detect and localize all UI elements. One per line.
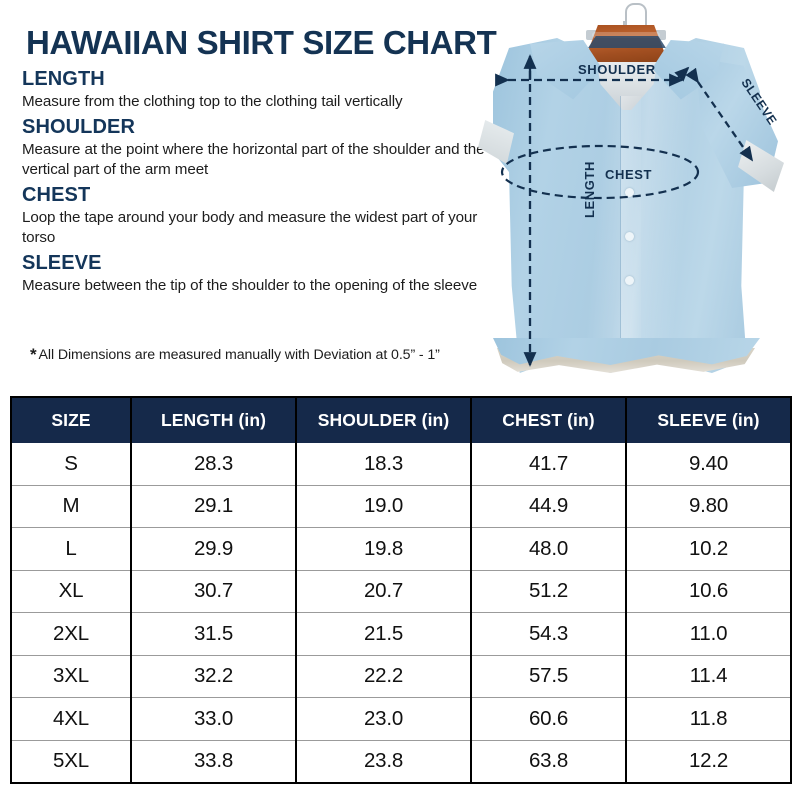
measurement-definitions-list: LENGTH Measure from the clothing top to … <box>22 66 502 297</box>
cell-sleeve: 11.4 <box>626 654 791 698</box>
column-header-chest: CHEST (in) <box>471 397 627 443</box>
cell-length: 33.8 <box>131 739 297 783</box>
table-row: S 28.3 18.3 41.7 9.40 <box>11 443 791 485</box>
table-row: 5XL 33.8 23.8 63.8 12.2 <box>11 739 791 783</box>
chest-measure-ellipse <box>500 144 700 200</box>
deviation-note-text: All Dimensions are measured manually wit… <box>38 347 440 363</box>
cell-sleeve: 11.8 <box>626 697 791 740</box>
table-row: M 29.1 19.0 44.9 9.80 <box>11 484 791 528</box>
cell-shoulder: 21.5 <box>296 612 472 655</box>
hanger-wood-highlight <box>592 32 660 38</box>
cell-chest: 63.8 <box>471 739 627 783</box>
table-row: 2XL 31.5 21.5 54.3 11.0 <box>11 612 791 655</box>
cell-size: 3XL <box>11 654 132 698</box>
cell-chest: 54.3 <box>471 612 627 655</box>
cell-chest: 60.6 <box>471 697 627 740</box>
cell-length: 29.9 <box>131 527 297 570</box>
sleeve-measure-line <box>685 67 754 162</box>
cell-chest: 51.2 <box>471 569 627 613</box>
measurement-description-shoulder: Measure at the point where the horizonta… <box>22 140 485 179</box>
cell-length: 29.1 <box>131 484 297 528</box>
shirt-button <box>625 276 634 285</box>
cell-size: 5XL <box>11 739 132 783</box>
cell-size: S <box>11 443 132 485</box>
cell-sleeve: 10.2 <box>626 527 791 570</box>
measurement-description-length: Measure from the clothing top to the clo… <box>22 93 403 110</box>
column-header-sleeve: SLEEVE (in) <box>626 397 791 443</box>
cell-shoulder: 22.2 <box>296 654 472 698</box>
measurement-term-sleeve: SLEEVE <box>22 251 102 274</box>
table-row: 4XL 33.0 23.0 60.6 11.8 <box>11 697 791 740</box>
hanger-hook-icon <box>625 3 647 25</box>
cell-shoulder: 19.0 <box>296 484 472 528</box>
measurement-item-length: LENGTH Measure from the clothing top to … <box>22 66 502 113</box>
cell-sleeve: 12.2 <box>626 739 791 783</box>
cell-chest: 48.0 <box>471 527 627 570</box>
cell-size: XL <box>11 569 132 613</box>
page-title: HAWAIIAN SHIRT SIZE CHART <box>26 24 497 61</box>
cell-sleeve: 9.40 <box>626 443 791 485</box>
asterisk-icon: * <box>30 345 37 364</box>
column-header-length: LENGTH (in) <box>131 397 297 443</box>
size-table-container: SIZE LENGTH (in) SHOULDER (in) CHEST (in… <box>10 396 792 784</box>
shirt-button <box>625 232 634 241</box>
shirt-button-placket <box>620 96 641 354</box>
measurement-description-sleeve: Measure between the tip of the shoulder … <box>22 276 478 294</box>
cell-size: M <box>11 484 132 528</box>
annotation-label-shoulder: SHOULDER <box>578 62 656 77</box>
measurement-term-chest: CHEST <box>22 183 91 206</box>
cell-length: 28.3 <box>131 443 297 485</box>
table-row: XL 30.7 20.7 51.2 10.6 <box>11 569 791 613</box>
column-header-shoulder: SHOULDER (in) <box>296 397 472 443</box>
table-body: S 28.3 18.3 41.7 9.40 M 29.1 19.0 44.9 9… <box>11 443 791 783</box>
cell-chest: 44.9 <box>471 484 627 528</box>
cell-sleeve: 11.0 <box>626 612 791 655</box>
cell-sleeve: 9.80 <box>626 484 791 528</box>
size-chart-table: SIZE LENGTH (in) SHOULDER (in) CHEST (in… <box>10 396 792 784</box>
cell-shoulder: 23.8 <box>296 739 472 783</box>
cell-chest: 57.5 <box>471 654 627 698</box>
measurement-term-shoulder: SHOULDER <box>22 115 136 138</box>
shirt-button <box>625 188 634 197</box>
cell-size: L <box>11 527 132 570</box>
table-row: L 29.9 19.8 48.0 10.2 <box>11 527 791 570</box>
shirt-illustration: SHOULDER CHEST LENGTH SLEEVE <box>470 0 800 392</box>
shoulder-tick-right <box>674 66 690 82</box>
header-section: HAWAIIAN SHIRT SIZE CHART LENGTH Measure… <box>0 0 800 392</box>
measurement-arrows-overlay <box>495 54 754 367</box>
table-header: SIZE LENGTH (in) SHOULDER (in) CHEST (in… <box>11 397 791 443</box>
cell-shoulder: 19.8 <box>296 527 472 570</box>
cell-length: 33.0 <box>131 697 297 740</box>
measurement-item-sleeve: SLEEVE Measure between the tip of the sh… <box>22 250 502 297</box>
cell-length: 32.2 <box>131 654 297 698</box>
cell-shoulder: 23.0 <box>296 697 472 740</box>
shirt-collar-band <box>588 36 666 48</box>
annotation-label-chest: CHEST <box>605 167 653 182</box>
cell-shoulder: 20.7 <box>296 569 472 613</box>
deviation-note: * All Dimensions are measured manually wi… <box>30 345 440 365</box>
column-header-size: SIZE <box>11 397 132 443</box>
table-row: 3XL 32.2 22.2 57.5 11.4 <box>11 654 791 698</box>
cell-sleeve: 10.6 <box>626 569 791 613</box>
measurement-description-chest: Loop the tape around your body and measu… <box>22 208 478 247</box>
measurement-item-shoulder: SHOULDER Measure at the point where the … <box>22 114 502 181</box>
cell-size: 2XL <box>11 612 132 655</box>
table-header-row: SIZE LENGTH (in) SHOULDER (in) CHEST (in… <box>11 397 791 443</box>
cell-size: 4XL <box>11 697 132 740</box>
cell-shoulder: 18.3 <box>296 443 472 485</box>
cell-length: 31.5 <box>131 612 297 655</box>
measurement-term-length: LENGTH <box>22 68 105 90</box>
cell-chest: 41.7 <box>471 443 627 485</box>
measurement-item-chest: CHEST Loop the tape around your body and… <box>22 182 502 249</box>
cell-length: 30.7 <box>131 569 297 613</box>
